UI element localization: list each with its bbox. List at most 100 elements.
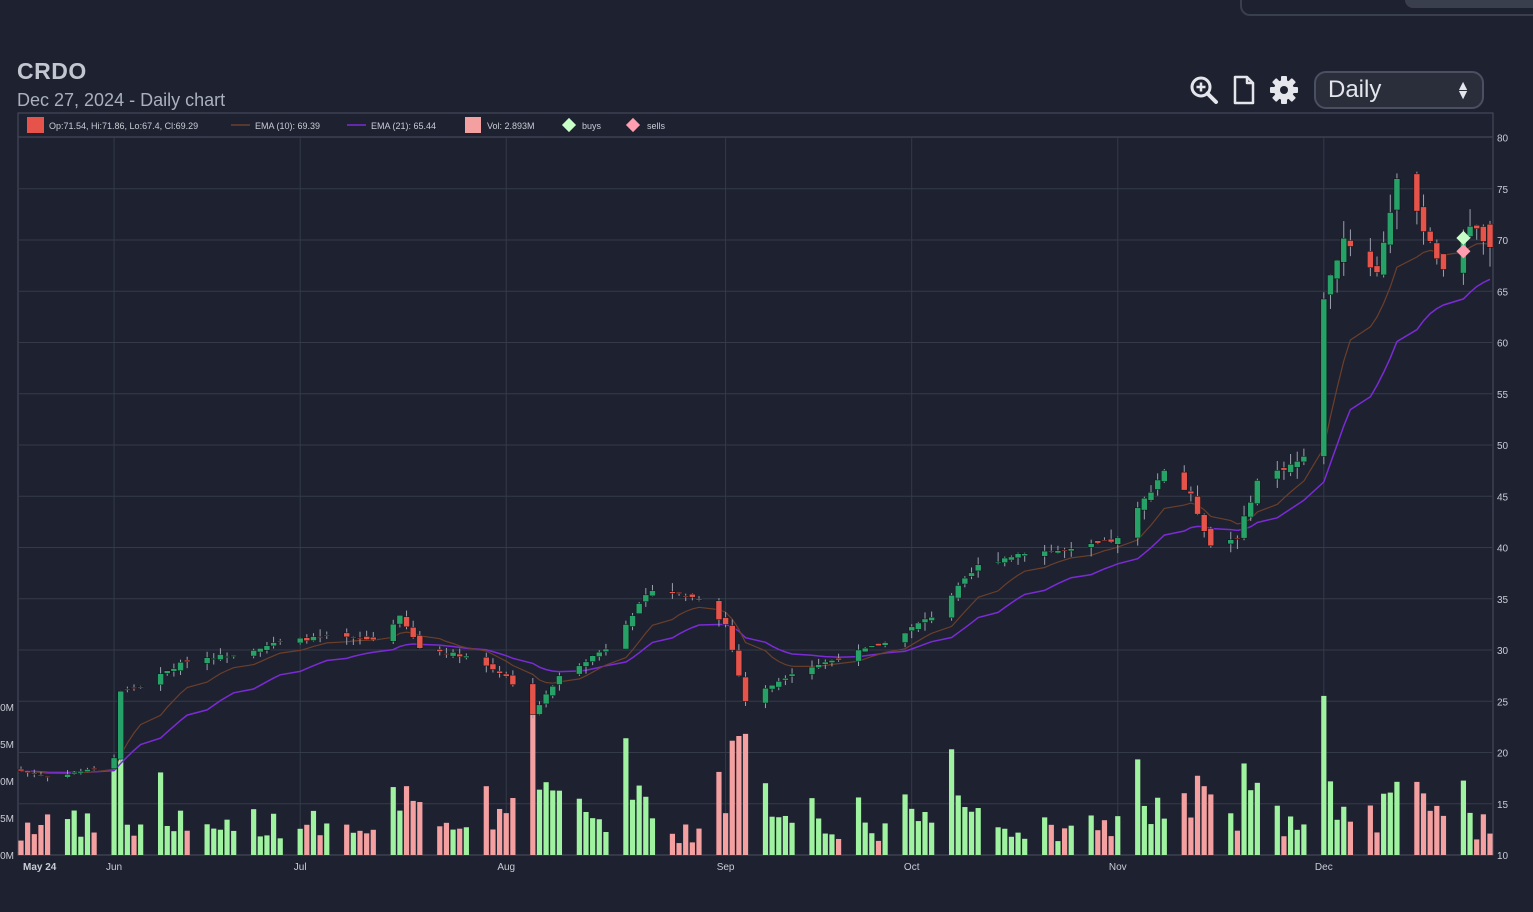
candle — [1300, 448, 1308, 466]
candle-body — [1194, 496, 1201, 515]
price-tick-label: 25 — [1497, 697, 1509, 708]
top-tab-button[interactable] — [1405, 0, 1533, 8]
candle — [1107, 529, 1115, 544]
candle — [1340, 221, 1348, 276]
candle-body — [31, 772, 38, 775]
legend-buys: buys — [582, 121, 602, 131]
volume-bar — [1487, 833, 1493, 855]
candle-body — [629, 615, 636, 627]
volume-bar — [576, 798, 582, 855]
candle-body — [596, 651, 603, 657]
volume-bar — [855, 797, 862, 855]
candle-body — [835, 658, 842, 661]
candle-body — [1147, 492, 1155, 501]
candle — [1101, 537, 1108, 542]
candle — [443, 647, 450, 658]
volume-bar — [543, 782, 549, 855]
candle-body — [296, 637, 304, 644]
volume-bar — [1420, 793, 1427, 855]
volume-bar — [1181, 793, 1187, 855]
volume-bar — [31, 834, 37, 855]
candle — [1087, 539, 1095, 557]
volume-bar — [962, 807, 968, 855]
candle-body — [1486, 223, 1494, 248]
candle — [1320, 292, 1328, 465]
volume-bar — [835, 838, 842, 855]
candle — [1061, 547, 1068, 559]
candle-body — [689, 593, 696, 598]
zoom-in-icon[interactable] — [1186, 72, 1222, 108]
candle — [1180, 465, 1188, 491]
candle-body — [722, 617, 729, 625]
gear-icon[interactable] — [1266, 72, 1302, 108]
candle — [1187, 486, 1195, 502]
volume-bar — [1334, 819, 1340, 855]
candle-body — [536, 704, 543, 715]
candle — [974, 557, 982, 578]
candle — [1227, 531, 1235, 553]
candle — [276, 638, 284, 645]
candle — [509, 670, 517, 687]
volume-bar — [1460, 780, 1467, 855]
candle — [722, 612, 729, 628]
volume-bars — [18, 695, 1493, 855]
volume-bar — [84, 813, 91, 855]
candle-body — [542, 693, 550, 705]
chevron-updown-icon: ▲ ▼ — [1456, 77, 1470, 102]
candle — [44, 776, 51, 782]
candle — [1234, 535, 1241, 550]
candle-body — [363, 636, 370, 640]
candle-body — [1280, 467, 1288, 471]
candle — [1008, 555, 1015, 562]
candle — [17, 766, 25, 772]
candle-body — [1320, 298, 1328, 457]
candle-body — [881, 642, 889, 646]
candle-body — [735, 650, 743, 677]
volume-bar — [1434, 805, 1440, 855]
candle-body — [1008, 556, 1015, 561]
candle — [768, 684, 776, 693]
candle — [257, 648, 264, 657]
candle — [124, 686, 131, 693]
candle — [855, 644, 862, 667]
volume-bar — [1002, 828, 1008, 855]
candle-body — [1207, 528, 1215, 547]
volume-bar — [1095, 830, 1101, 855]
candle-body — [177, 662, 184, 671]
price-tick-label: 75 — [1497, 185, 1509, 196]
volume-bar — [111, 767, 117, 855]
price-tick-label: 45 — [1497, 492, 1509, 503]
volume-bar — [590, 818, 596, 855]
candle-body — [1187, 490, 1195, 495]
candle — [363, 630, 370, 640]
candle-body — [276, 640, 284, 643]
candle — [1480, 224, 1487, 255]
volume-bar — [762, 783, 769, 855]
volume-bar — [822, 833, 828, 855]
volume-tick-label: 20M — [0, 703, 14, 714]
candle — [70, 771, 78, 775]
candle — [881, 641, 889, 648]
volume-bar — [1414, 781, 1420, 855]
candle-body — [556, 675, 563, 685]
volume-bar — [1101, 820, 1108, 855]
candle-body — [682, 595, 689, 598]
candle-body — [77, 771, 85, 774]
candle-body — [210, 658, 218, 660]
candle-body — [1180, 471, 1188, 491]
document-icon[interactable] — [1226, 72, 1262, 108]
volume-bar — [231, 830, 237, 855]
volume-bar — [782, 815, 789, 855]
candle — [549, 685, 557, 699]
volume-bar — [131, 835, 137, 855]
interval-select[interactable]: Daily ▲ ▼ — [1314, 71, 1484, 109]
candle — [715, 598, 723, 627]
volume-bar — [596, 819, 602, 855]
date-tick-label: Aug — [497, 862, 515, 873]
chart-toolbar: Daily ▲ ▼ — [1186, 70, 1484, 110]
candle-body — [994, 561, 1002, 564]
volume-bar — [437, 826, 443, 855]
candle — [775, 677, 783, 691]
candle — [954, 582, 962, 601]
